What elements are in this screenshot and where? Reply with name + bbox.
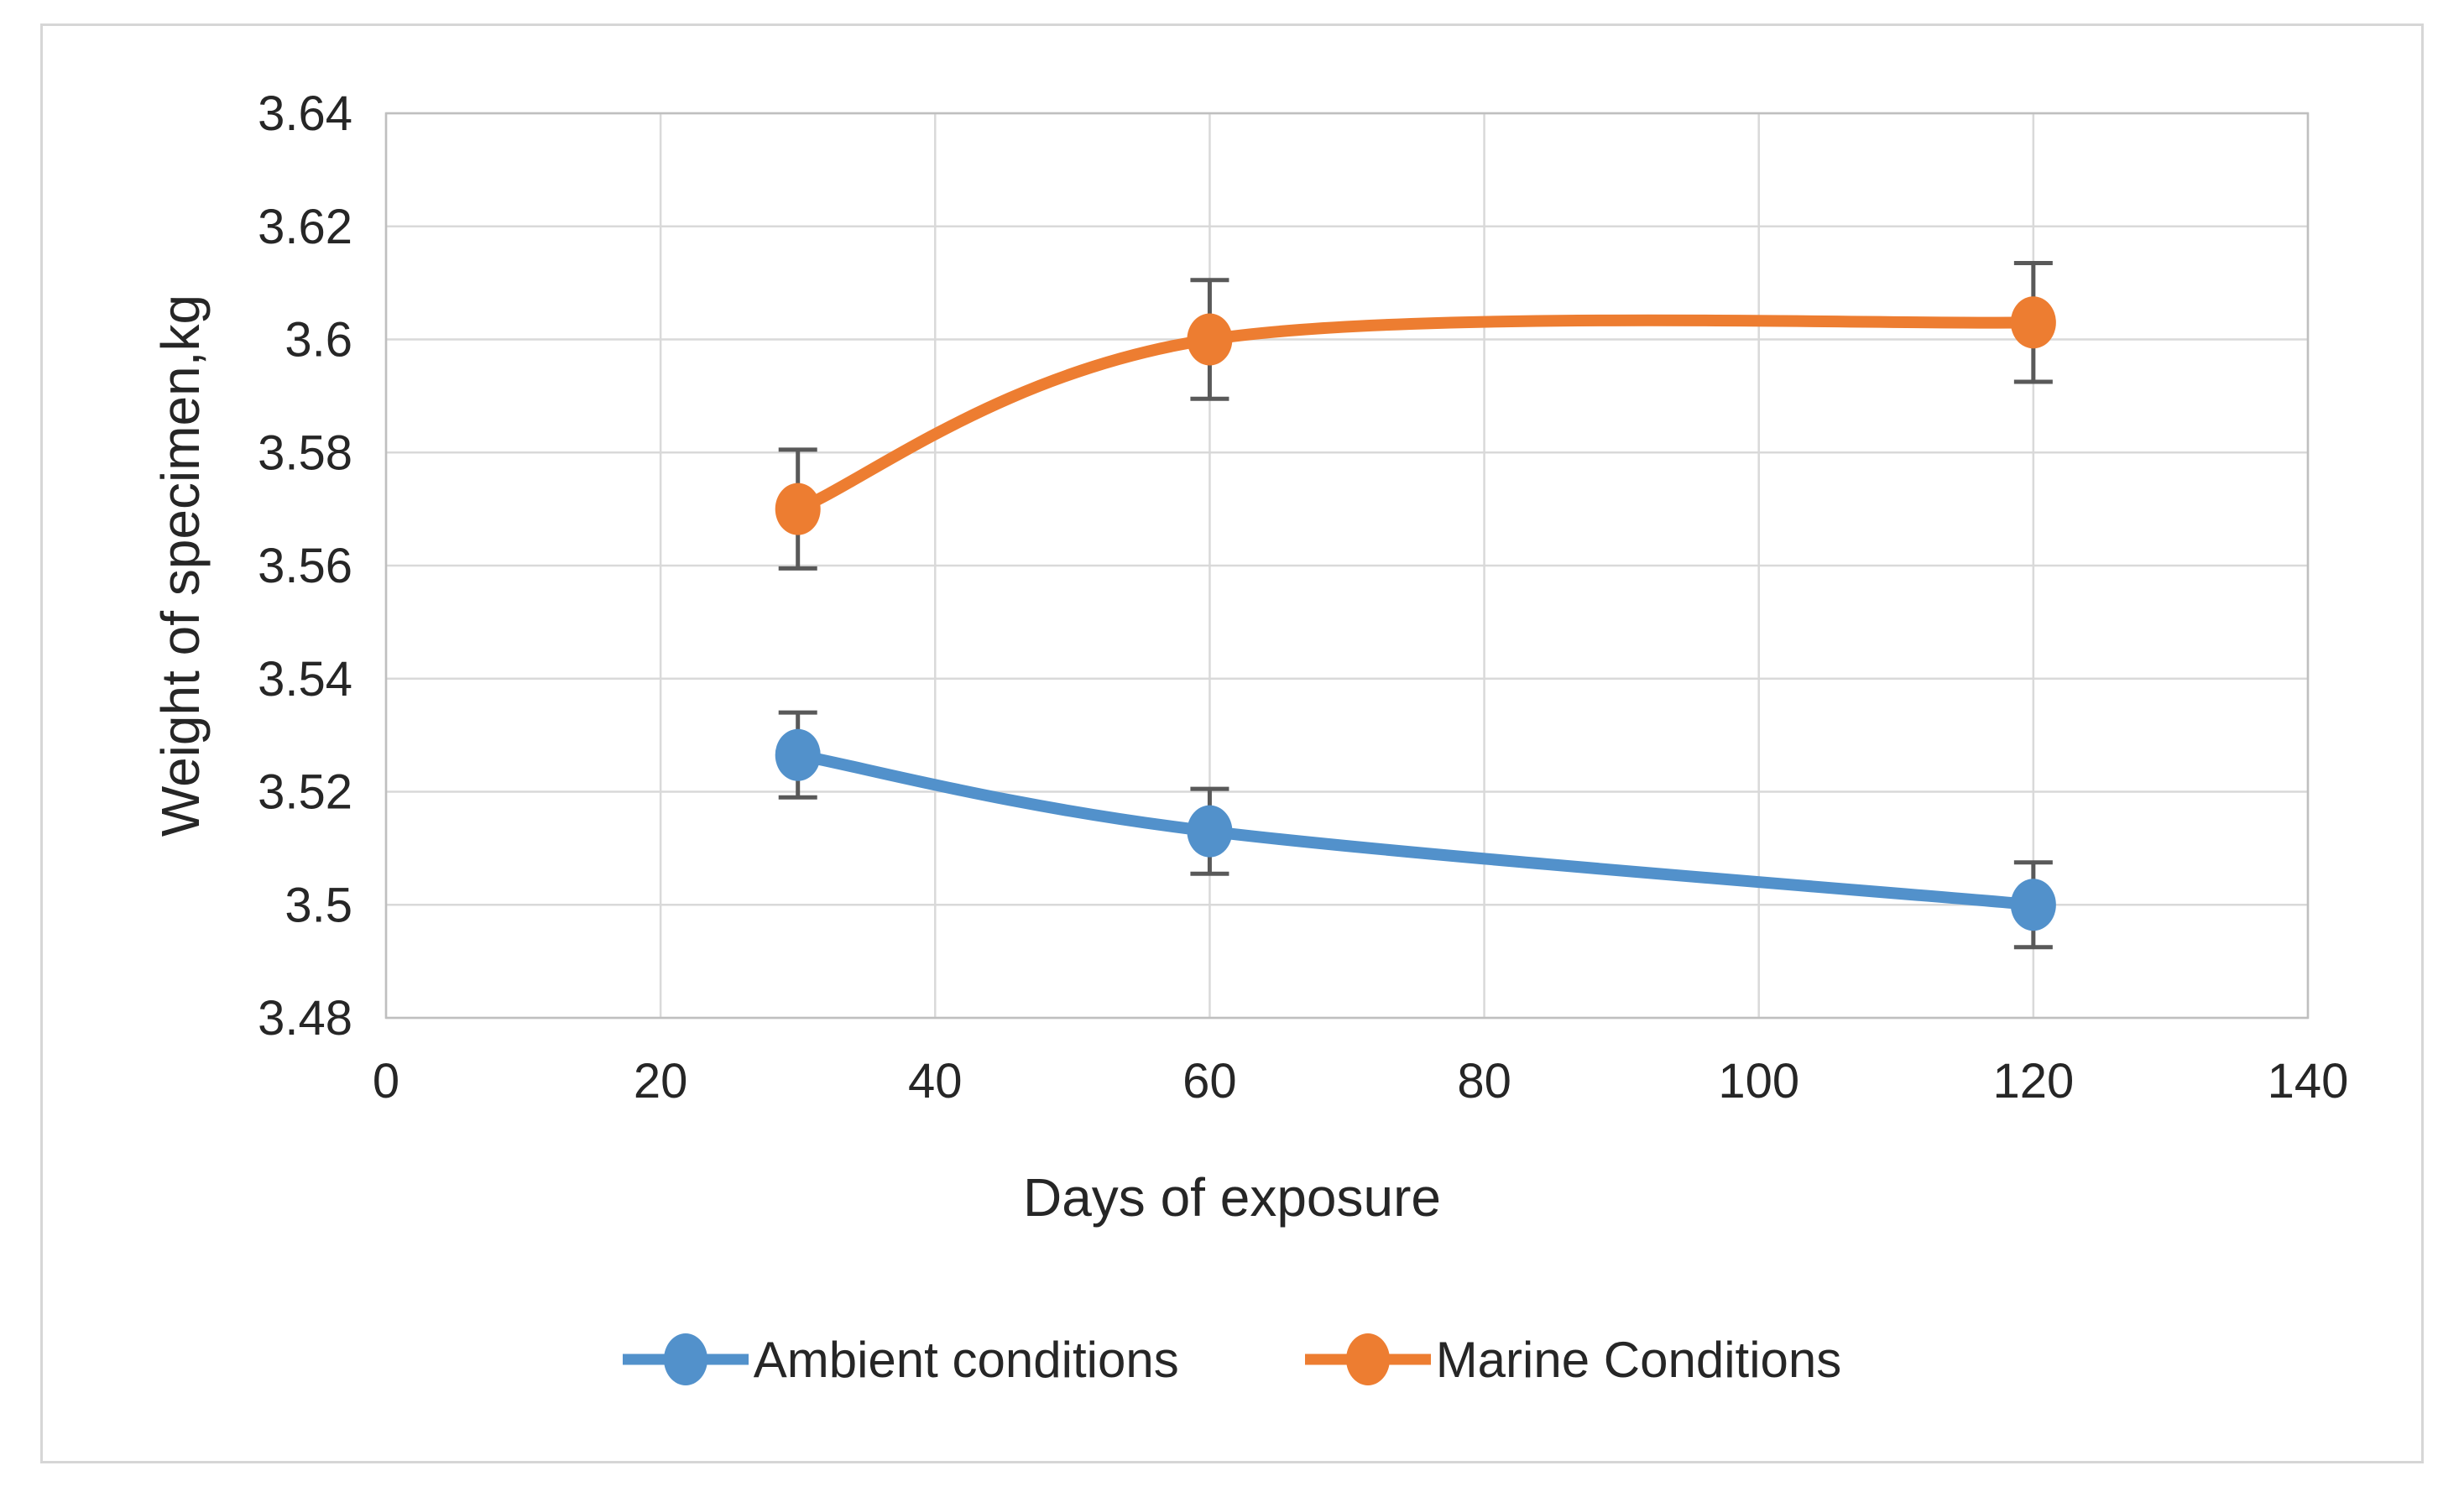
legend: Ambient conditions Marine Conditions <box>0 1329 2464 1390</box>
data-point-marker-marine-conditions <box>775 482 821 535</box>
y-tick-label: 3.56 <box>258 539 352 593</box>
legend-item-ambient-conditions: Ambient conditions <box>622 1329 1179 1390</box>
x-tick-label: 40 <box>908 1054 963 1108</box>
data-point-marker-ambient-conditions <box>775 728 821 781</box>
y-tick-label: 3.58 <box>258 425 352 480</box>
legend-marker-marine-icon <box>1304 1333 1431 1385</box>
series-line-ambient-conditions <box>791 748 2039 911</box>
data-point-marker-ambient-conditions <box>2010 879 2056 931</box>
plot-border <box>384 112 2310 1020</box>
x-axis-title: Days of exposure <box>1022 1167 1442 1228</box>
y-tick-label: 3.52 <box>258 765 352 820</box>
x-tick-label: 60 <box>1182 1054 1237 1108</box>
y-tick-label: 3.62 <box>258 200 352 254</box>
y-tick-label: 3.54 <box>258 652 352 707</box>
y-tick-label: 3.48 <box>258 991 352 1046</box>
x-tick-label: 20 <box>634 1054 688 1108</box>
y-tick-label: 3.64 <box>258 86 352 141</box>
data-point-marker-marine-conditions <box>1187 313 1233 366</box>
x-tick-label: 0 <box>373 1054 399 1108</box>
x-tick-label: 140 <box>2268 1054 2349 1108</box>
legend-label-ambient: Ambient conditions <box>753 1331 1179 1388</box>
data-point-marker-marine-conditions <box>2010 296 2056 349</box>
x-tick-label: 80 <box>1457 1054 1511 1108</box>
legend-label-marine: Marine Conditions <box>1435 1331 1842 1388</box>
y-axis-title: Weight of specimen,kg <box>150 294 211 837</box>
y-tick-label: 3.5 <box>285 878 352 932</box>
x-tick-label: 100 <box>1718 1054 1799 1108</box>
legend-item-marine-conditions: Marine Conditions <box>1304 1329 1842 1390</box>
x-tick-label: 120 <box>1992 1054 2074 1108</box>
data-point-marker-ambient-conditions <box>1187 805 1233 858</box>
legend-marker-ambient-icon <box>622 1333 749 1385</box>
y-tick-label: 3.6 <box>285 313 352 368</box>
series-line-marine-conditions <box>791 314 2039 515</box>
